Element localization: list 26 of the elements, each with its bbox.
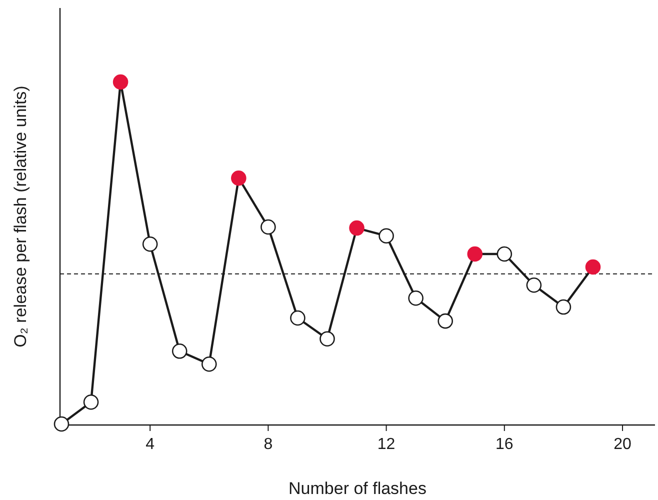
point xyxy=(54,416,70,432)
point xyxy=(260,219,276,235)
point xyxy=(112,74,128,90)
point xyxy=(83,394,99,410)
point xyxy=(349,220,364,236)
point xyxy=(496,246,512,262)
point xyxy=(556,299,572,315)
x-axis-title: Number of flashes xyxy=(288,479,426,498)
point xyxy=(231,170,246,186)
point xyxy=(172,344,188,359)
x-tick-label: 12 xyxy=(377,436,396,453)
y-axis-title: O₂ release per flash (relative units) xyxy=(11,86,30,348)
x-tick-label: 16 xyxy=(496,436,514,453)
point xyxy=(526,278,542,293)
point xyxy=(201,356,217,372)
x-tick-label: 4 xyxy=(146,436,155,453)
x-tick-label: 20 xyxy=(614,436,632,453)
point xyxy=(290,310,306,326)
x-tick-label: 8 xyxy=(264,436,273,453)
point xyxy=(438,313,454,329)
point xyxy=(585,259,601,275)
point xyxy=(320,331,335,346)
point xyxy=(378,228,394,244)
point xyxy=(467,246,483,262)
point xyxy=(408,290,424,306)
point xyxy=(142,236,158,252)
